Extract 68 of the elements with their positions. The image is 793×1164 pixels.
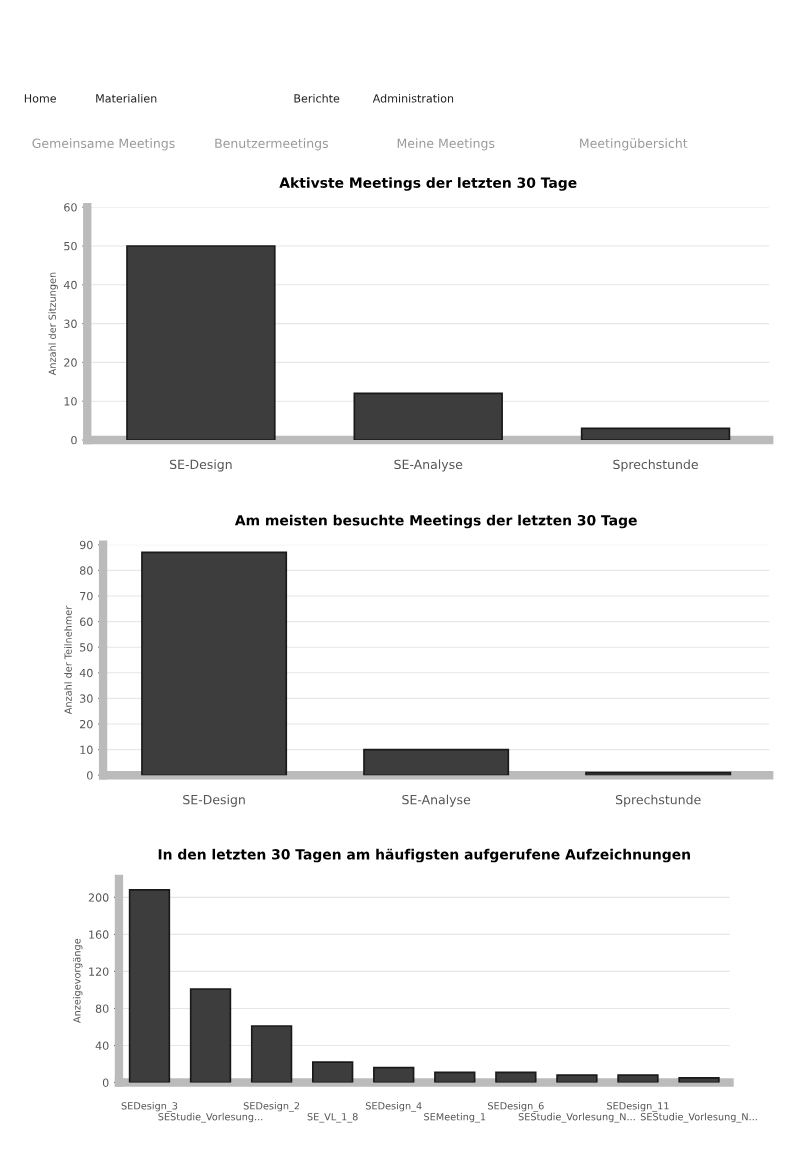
bar (353, 392, 503, 440)
bar (678, 1077, 720, 1083)
x-tick-label: SEStudie_Vorlesung_N... (518, 1112, 635, 1123)
y-tick-label: 70 (80, 591, 93, 601)
bar (141, 551, 288, 776)
y-tick-label: 90 (79, 540, 93, 550)
bar (434, 1071, 476, 1083)
y-tick-label: 40 (63, 280, 77, 290)
bar (363, 748, 510, 776)
bar (126, 245, 276, 440)
x-tick-label: SE_VL_1_8 (307, 1113, 358, 1123)
x-tick-label: Sprechstunde (615, 794, 701, 807)
text: Gemeinsame Meetings (32, 138, 175, 151)
y-tick-label: 50 (64, 241, 77, 251)
y-tick-label: 200 (88, 893, 109, 902)
bar (373, 1066, 415, 1083)
bar (556, 1074, 598, 1083)
y-tick-label: 30 (64, 319, 77, 328)
y-tick-label: 60 (80, 617, 93, 626)
bar (580, 427, 731, 440)
y-tick-label: 40 (95, 1041, 109, 1050)
y-tick-label: 60 (64, 203, 77, 212)
text: Benutzermeetings (215, 138, 328, 151)
x-tick-label: SE-Analyse (402, 794, 471, 807)
y-tick-label: 50 (80, 643, 93, 652)
x-tick-label: SEDesign_4 (365, 1101, 422, 1112)
chart-title: Aktivste Meetings der letzten 30 Tage (279, 177, 577, 191)
x-tick-label: SEStudie_Vorlesung_N... (640, 1112, 757, 1123)
y-tick-label: 40 (79, 668, 93, 678)
y-tick-label: 80 (95, 1004, 109, 1013)
y-axis-title: Anzeigevorgänge (73, 938, 83, 1023)
x-tick-label: SE-Design (183, 794, 245, 807)
x-tick-label: SEStudie_Vorlesung... (158, 1112, 263, 1123)
y-axis-title: Anzahl der Teilnehmer (64, 605, 72, 715)
y-tick-label: 10 (64, 397, 77, 406)
x-tick-label: Sprechstunde (613, 459, 698, 472)
bar (311, 1061, 354, 1083)
y-tick-label: 0 (71, 435, 77, 445)
chart-title: Am meisten besuchte Meetings der letzten 30 Tage (234, 514, 637, 529)
x-tick-label: SE-Design (169, 459, 232, 472)
bar (250, 1025, 293, 1083)
x-tick-label: SE-Analyse (394, 459, 463, 472)
y-axis-title: Anzahl der Sitzungen (48, 272, 58, 376)
x-tick-label: SEDesign_2 (243, 1101, 300, 1112)
text: Meetingübersicht (580, 138, 688, 151)
y-tick-label: 0 (87, 771, 93, 780)
bar (189, 988, 232, 1083)
y-tick-label: 160 (89, 930, 109, 939)
bar (617, 1074, 659, 1083)
bar (128, 889, 171, 1083)
y-tick-label: 30 (80, 694, 93, 703)
text: Materialien (96, 93, 157, 103)
text: Home (24, 94, 57, 103)
y-tick-label: 10 (80, 745, 93, 754)
text: Meine Meetings (397, 138, 495, 151)
bar (495, 1071, 537, 1083)
x-tick-label: SEDesign_6 (488, 1101, 544, 1112)
text: Berichte (294, 93, 340, 103)
y-tick-label: 80 (79, 566, 93, 575)
x-tick-label: SEDesign_3 (121, 1101, 178, 1112)
x-tick-label: SEDesign_11 (607, 1101, 669, 1112)
x-tick-label: SEMeeting_1 (424, 1112, 486, 1123)
text: Administration (372, 93, 454, 103)
chart-title: In den letzten 30 Tagen am häufigsten aufgerufene Aufzeichnungen (158, 848, 690, 863)
y-tick-label: 0 (102, 1078, 109, 1087)
y-tick-label: 120 (89, 967, 109, 976)
y-tick-label: 20 (80, 719, 93, 729)
y-tick-label: 20 (64, 358, 77, 367)
